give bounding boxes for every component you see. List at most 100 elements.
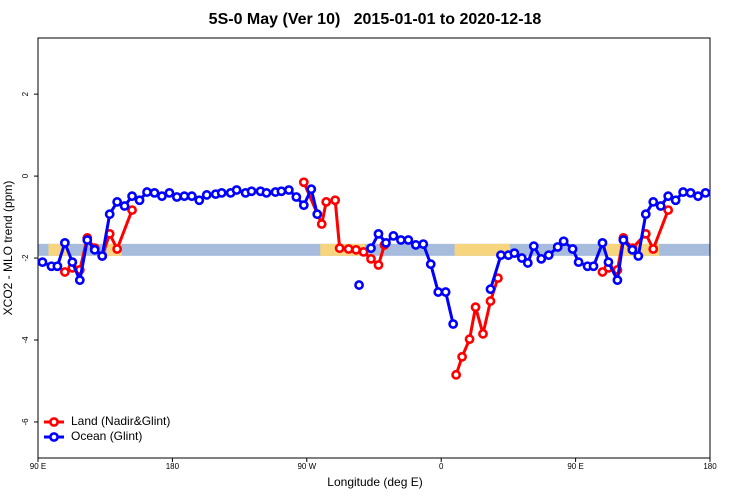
data-point — [59, 267, 70, 277]
data-point — [485, 284, 496, 295]
data-point — [186, 191, 197, 202]
data-point — [179, 191, 190, 202]
data-point — [552, 242, 563, 252]
y-tick-label: -2 — [21, 254, 30, 262]
data-point — [425, 259, 436, 270]
legend-box — [40, 412, 180, 448]
data-point — [543, 250, 554, 261]
data-point — [618, 235, 629, 245]
x-tick-label: 180 — [166, 462, 180, 471]
data-point — [612, 275, 623, 286]
data-point — [536, 253, 547, 264]
data-point — [127, 205, 137, 215]
data-point — [298, 200, 309, 211]
data-point — [366, 253, 376, 264]
data-point — [216, 187, 227, 198]
data-point — [597, 237, 608, 248]
data-point — [358, 246, 369, 257]
data-point — [112, 197, 123, 207]
data-point — [97, 251, 108, 261]
data-point — [464, 334, 475, 345]
data-point — [298, 177, 309, 188]
data-point — [395, 235, 406, 245]
x-tick-label: 0 — [439, 462, 444, 471]
x-axis-label: Longitude (deg E) — [327, 475, 422, 489]
data-point — [648, 197, 659, 207]
data-point — [104, 209, 115, 220]
data-point — [373, 260, 384, 270]
x-tick-label: 90 E — [30, 462, 46, 471]
data-point — [573, 257, 584, 268]
legend-label: Land (Nadir&Glint) — [71, 414, 170, 428]
data-point — [516, 253, 527, 263]
data-point — [457, 351, 468, 362]
data-point — [627, 244, 638, 255]
data-point — [663, 205, 674, 215]
data-point — [640, 209, 651, 220]
data-point — [655, 201, 666, 211]
data-point — [366, 243, 376, 254]
data-point — [119, 201, 130, 211]
data-point — [485, 296, 496, 306]
data-point — [343, 244, 354, 254]
data-point — [201, 190, 212, 200]
data-point — [276, 186, 287, 197]
data-point — [648, 244, 659, 254]
y-tick-label: -6 — [21, 418, 30, 426]
data-point — [74, 275, 85, 286]
data-point — [164, 187, 175, 198]
data-point — [157, 191, 167, 202]
data-point — [633, 251, 644, 261]
data-point — [112, 244, 123, 254]
data-point — [82, 235, 93, 245]
data-point — [231, 185, 242, 195]
data-point — [334, 243, 345, 254]
data-point — [433, 287, 444, 297]
chart-title: 5S-0 May (Ver 10) 2015-01-01 to 2020-12-… — [209, 11, 542, 28]
data-point — [354, 280, 364, 290]
y-tick-label: 0 — [21, 173, 30, 178]
data-point — [194, 195, 205, 206]
legend-swatch-point — [49, 417, 59, 427]
data-point — [134, 195, 145, 206]
data-point — [306, 184, 317, 195]
y-tick-label: 2 — [21, 91, 30, 96]
data-point — [321, 197, 332, 207]
x-tick-label: 180 — [703, 462, 717, 471]
data-point — [670, 195, 681, 206]
x-tick-label: 90 W — [297, 462, 316, 471]
data-point — [440, 287, 451, 297]
data-point — [67, 257, 78, 268]
data-point — [89, 244, 100, 255]
plot-frame — [37, 37, 711, 459]
legend: Land (Nadir&Glint)Ocean (Glint) — [40, 412, 180, 448]
data-point — [316, 219, 327, 229]
data-point — [663, 191, 674, 202]
data-point — [451, 369, 462, 380]
data-point — [330, 195, 341, 206]
data-point — [470, 302, 481, 313]
x-tick-label: 90 E — [567, 462, 583, 471]
data-point — [528, 241, 539, 252]
data-point — [558, 236, 569, 247]
data-point — [381, 237, 391, 248]
data-point — [588, 261, 599, 272]
data-point — [410, 240, 421, 250]
data-point — [685, 187, 696, 198]
data-point — [351, 244, 361, 255]
data-point — [261, 187, 272, 198]
y-tick-label: -4 — [21, 336, 30, 344]
data-point — [312, 209, 323, 220]
data-point — [496, 250, 506, 261]
series-line — [64, 181, 670, 376]
data-point — [149, 187, 160, 198]
data-point — [700, 187, 711, 198]
data-point — [37, 257, 48, 268]
data-point — [567, 244, 578, 254]
band-highlight — [454, 243, 510, 256]
data-point — [603, 257, 614, 268]
data-point — [678, 187, 689, 197]
data-point — [52, 261, 63, 272]
data-point — [59, 237, 70, 248]
